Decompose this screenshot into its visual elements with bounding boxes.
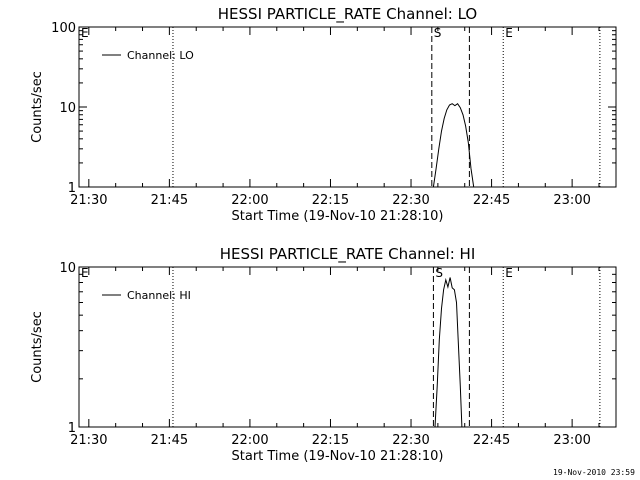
panel1-title: HESSI PARTICLE_RATE Channel: LO bbox=[218, 5, 477, 24]
panel1-legend-entry: Channel: LO bbox=[127, 49, 194, 62]
panel2-x-tick-label: 21:45 bbox=[151, 433, 188, 448]
panel2-y-axis-label: Counts/sec bbox=[30, 311, 45, 383]
panel1-x-tick-label: 22:15 bbox=[312, 193, 349, 208]
panel1-y-tick-label: 10 bbox=[59, 101, 76, 116]
panel2-x-tick-label: 22:15 bbox=[312, 433, 349, 448]
plot-timestamp: 19-Nov-2010 23:59 bbox=[553, 468, 635, 477]
panel1-x-tick-label: 21:30 bbox=[70, 193, 107, 208]
panel2-marker-label: S bbox=[435, 266, 443, 280]
panel1-marker-label: E bbox=[505, 26, 513, 40]
panel1-y-axis-label: Counts/sec bbox=[30, 71, 45, 143]
panel2-x-tick-label: 22:00 bbox=[231, 433, 268, 448]
panel1-x-tick-label: 22:30 bbox=[392, 193, 429, 208]
panel1-marker-label: S bbox=[434, 26, 442, 40]
panel2-x-tick-label: 22:30 bbox=[392, 433, 429, 448]
panel1-x-tick-label: 22:00 bbox=[231, 193, 268, 208]
panel2-x-tick-label: 22:45 bbox=[473, 433, 510, 448]
panel2-y-tick-label: 1 bbox=[68, 421, 76, 436]
panel1-x-tick-label: 21:45 bbox=[151, 193, 188, 208]
panel2-y-tick-label: 10 bbox=[59, 261, 76, 276]
panel1-x-tick-label: 23:00 bbox=[553, 193, 590, 208]
panel1-series-line-1 bbox=[432, 102, 475, 188]
panel2-x-axis-label: Start Time (19-Nov-10 21:28:10) bbox=[232, 449, 444, 464]
panel2-series-line-1 bbox=[434, 277, 463, 428]
panel2-title: HESSI PARTICLE_RATE Channel: HI bbox=[220, 245, 476, 264]
panel2-corner-label: E bbox=[81, 266, 89, 280]
panel2-plot-frame bbox=[78, 266, 617, 428]
panel1-y-tick-label: 100 bbox=[51, 21, 76, 36]
panel2-x-tick-label: 21:30 bbox=[70, 433, 107, 448]
panel1-x-axis-label: Start Time (19-Nov-10 21:28:10) bbox=[232, 209, 444, 224]
panel2-legend-entry: Channel: HI bbox=[127, 289, 191, 302]
panel1-x-tick-label: 22:45 bbox=[473, 193, 510, 208]
panel2-marker-label: E bbox=[505, 266, 513, 280]
panel1-corner-label: E bbox=[81, 26, 89, 40]
panel1-y-tick-label: 1 bbox=[68, 181, 76, 196]
panel2-x-tick-label: 23:00 bbox=[553, 433, 590, 448]
